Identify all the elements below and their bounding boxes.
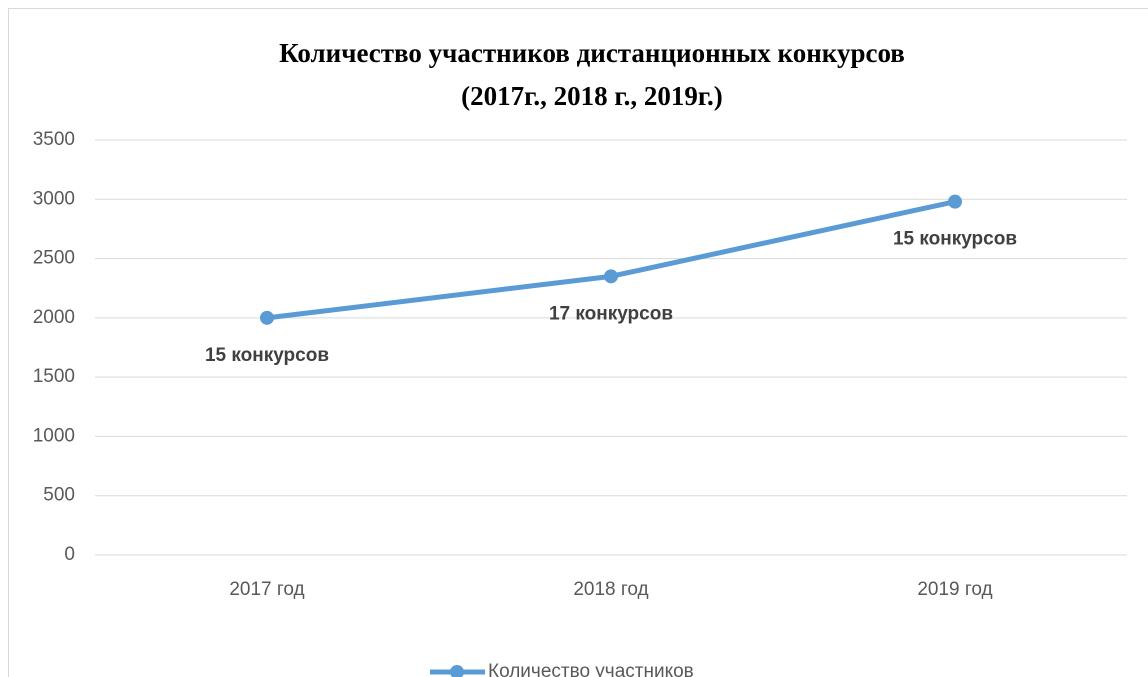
chart-title: Количество участников дистанционных конк… — [279, 38, 905, 68]
y-tick-label: 3500 — [33, 129, 75, 150]
y-tick-label: 2000 — [33, 307, 75, 328]
y-tick-label: 0 — [64, 544, 75, 565]
legend-marker — [450, 665, 464, 677]
legend-label: Количество участников — [488, 661, 694, 677]
chart-frame — [8, 8, 1148, 677]
y-tick-label: 500 — [43, 485, 75, 506]
y-tick-label: 1000 — [33, 425, 75, 446]
chart-title: (2017г., 2018 г., 2019г.) — [461, 81, 723, 111]
annotation: 15 конкурсов — [205, 345, 329, 366]
x-tick-label: 2019 год — [917, 579, 992, 600]
y-tick-label: 3000 — [33, 188, 75, 209]
y-tick-label: 2500 — [33, 248, 75, 269]
x-tick-label: 2017 год — [229, 579, 304, 600]
annotation: 17 конкурсов — [549, 303, 673, 324]
x-tick-label: 2018 год — [573, 579, 648, 600]
annotation: 15 конкурсов — [893, 229, 1017, 250]
point — [948, 194, 962, 209]
point — [260, 310, 274, 325]
point — [604, 269, 618, 284]
y-tick-label: 1500 — [33, 366, 75, 387]
